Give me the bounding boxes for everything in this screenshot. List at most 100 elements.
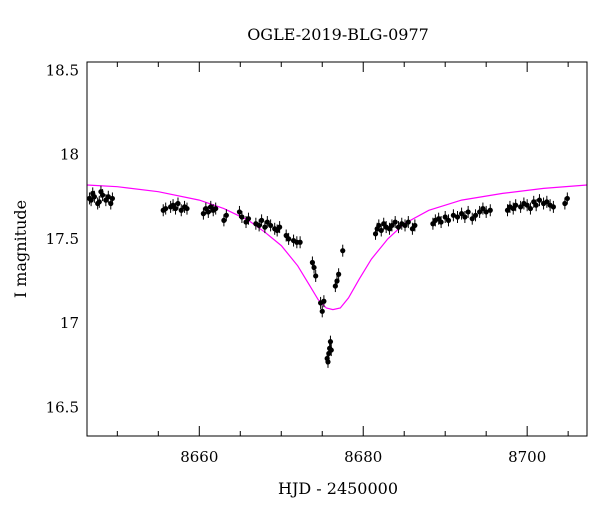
data-point	[325, 355, 331, 368]
data-point	[389, 219, 395, 232]
y-tick-label: 17	[60, 314, 79, 332]
data-marker	[462, 214, 468, 220]
data-marker	[392, 219, 398, 225]
data-point	[205, 205, 211, 218]
y-tick-label: 18.5	[46, 61, 79, 79]
data-marker	[175, 200, 181, 207]
data-marker	[319, 308, 325, 314]
data-point	[524, 199, 530, 212]
data-point	[172, 202, 179, 215]
data-marker	[442, 214, 448, 220]
data-point	[236, 205, 243, 218]
data-point	[297, 236, 303, 249]
data-point	[458, 207, 465, 220]
data-marker	[205, 209, 211, 215]
x-tick-label: 8680	[344, 448, 382, 466]
data-point	[450, 209, 456, 222]
axes: 8660 8680 8700 16.5 17 17.5 18 18.5	[46, 61, 569, 466]
data-point	[262, 221, 268, 234]
data-point	[536, 194, 543, 207]
data-marker	[340, 248, 346, 254]
model-curve-line	[86, 184, 588, 311]
x-tick-label: 8700	[508, 448, 546, 466]
data-marker	[268, 222, 274, 229]
data-marker	[178, 207, 184, 213]
data-point	[405, 216, 411, 229]
data-point	[327, 335, 334, 348]
data-point	[513, 199, 519, 212]
data-marker	[450, 212, 456, 218]
x-axis-label: HJD - 2450000	[278, 479, 398, 498]
data-marker	[454, 214, 461, 220]
data-point	[376, 219, 382, 232]
data-point	[402, 219, 408, 232]
data-marker	[311, 264, 317, 271]
plot-frame	[86, 61, 588, 437]
data-point	[487, 204, 493, 217]
data-point	[469, 212, 475, 225]
data-point	[321, 295, 327, 308]
data-marker	[256, 222, 262, 229]
data-point	[184, 202, 190, 215]
data-marker	[258, 217, 265, 223]
data-marker	[458, 211, 465, 217]
data-point	[200, 207, 206, 220]
data-marker	[438, 219, 444, 225]
data-point	[378, 224, 384, 237]
data-marker	[412, 222, 418, 229]
data-marker	[562, 200, 568, 207]
data-marker	[239, 214, 245, 220]
data-point	[286, 232, 292, 245]
data-marker	[327, 339, 334, 345]
data-point	[336, 268, 342, 281]
data-point	[438, 216, 444, 229]
data-point	[550, 200, 556, 213]
data-marker	[544, 199, 550, 205]
data-point	[239, 210, 245, 223]
data-marker	[213, 205, 219, 212]
data-point	[442, 210, 448, 223]
data-marker	[200, 211, 206, 217]
data-marker	[223, 212, 229, 218]
data-point	[533, 199, 539, 212]
data-marker	[527, 205, 534, 212]
data-marker	[445, 217, 452, 223]
chart-title: OGLE-2019-BLG-0977	[247, 25, 429, 44]
data-marker	[245, 216, 252, 222]
data-point	[256, 219, 262, 232]
data-marker	[536, 197, 543, 203]
data-point	[313, 269, 319, 282]
data-marker	[172, 205, 179, 212]
data-point	[311, 261, 317, 274]
data-marker	[518, 204, 524, 210]
data-marker	[91, 194, 97, 200]
data-point	[480, 202, 486, 215]
data-marker	[524, 202, 530, 208]
data-point	[340, 244, 346, 257]
data-marker	[550, 204, 556, 210]
data-marker	[376, 222, 382, 229]
data-marker	[321, 298, 327, 304]
data-point	[319, 305, 325, 318]
data-points-layer	[86, 185, 570, 368]
data-point	[395, 221, 402, 234]
data-marker	[469, 216, 475, 222]
data-point	[178, 204, 184, 217]
data-point	[221, 214, 227, 227]
data-marker	[163, 205, 169, 212]
data-marker	[477, 209, 483, 215]
data-point	[445, 214, 452, 227]
data-marker	[96, 199, 102, 205]
data-marker	[99, 192, 106, 198]
data-point	[465, 205, 471, 218]
data-marker	[325, 359, 331, 365]
data-marker	[480, 205, 486, 212]
data-point	[483, 205, 489, 218]
data-marker	[221, 217, 227, 223]
data-point	[454, 210, 461, 223]
y-tick-label: 18	[60, 146, 79, 164]
data-marker	[389, 222, 395, 229]
data-marker	[483, 209, 489, 215]
data-point	[258, 214, 265, 227]
